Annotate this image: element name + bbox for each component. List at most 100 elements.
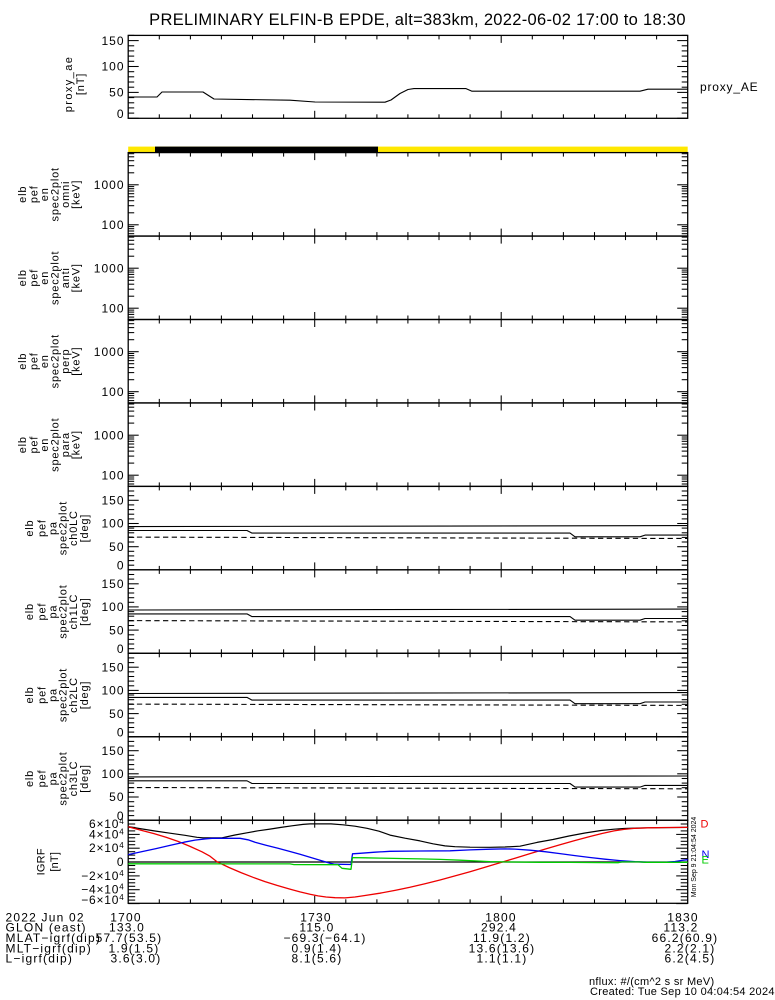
svg-text:100: 100 [101, 468, 124, 482]
svg-text:0: 0 [117, 809, 125, 823]
svg-text:−6×104: −6×104 [81, 893, 124, 907]
svg-text:0: 0 [117, 726, 125, 740]
svg-text:en: en [39, 438, 51, 452]
svg-text:ch2LC: ch2LC [68, 677, 80, 713]
svg-text:pef: pef [29, 185, 41, 203]
svg-text:100: 100 [101, 301, 124, 315]
svg-text:2.2(2.1): 2.2(2.1) [665, 941, 716, 955]
svg-text:−2×104: −2×104 [81, 869, 124, 883]
svg-text:elb: elb [17, 353, 29, 370]
svg-text:50: 50 [109, 540, 124, 554]
svg-text:1.1(1.1): 1.1(1.1) [477, 952, 528, 966]
svg-text:[deg]: [deg] [79, 681, 91, 709]
svg-text:E: E [702, 855, 709, 867]
svg-text:133.0: 133.0 [109, 921, 145, 935]
svg-text:150: 150 [101, 34, 124, 48]
svg-text:[keV]: [keV] [71, 263, 83, 292]
svg-text:[deg]: [deg] [79, 764, 91, 792]
svg-text:113.2: 113.2 [663, 921, 698, 935]
svg-text:−69.3(−64.1): −69.3(−64.1) [283, 931, 366, 945]
svg-text:0.9(1.4): 0.9(1.4) [292, 941, 343, 955]
svg-text:8.1(5.6): 8.1(5.6) [292, 952, 343, 966]
svg-text:spec2plot: spec2plot [50, 251, 62, 305]
svg-text:PRELIMINARY ELFIN-B EPDE, alt=: PRELIMINARY ELFIN-B EPDE, alt=383km, 202… [149, 11, 686, 29]
svg-text:nflux: #/(cm^2 s sr MeV): nflux: #/(cm^2 s sr MeV) [589, 976, 714, 988]
svg-text:50: 50 [109, 623, 124, 637]
svg-text:−4×104: −4×104 [81, 883, 124, 897]
svg-text:spec2plot: spec2plot [58, 584, 70, 638]
svg-text:1000: 1000 [94, 428, 125, 442]
svg-text:en: en [39, 187, 51, 201]
svg-text:ch3LC: ch3LC [68, 761, 80, 797]
svg-text:elb: elb [17, 186, 29, 203]
svg-text:pef: pef [37, 603, 49, 621]
svg-text:150: 150 [101, 494, 124, 508]
svg-text:[deg]: [deg] [79, 514, 91, 542]
svg-text:en: en [39, 271, 51, 285]
svg-text:150: 150 [101, 744, 124, 758]
svg-text:115.0: 115.0 [299, 921, 334, 935]
svg-text:L−igrf(dip): L−igrf(dip) [6, 952, 74, 966]
svg-text:66.2(60.9): 66.2(60.9) [652, 931, 719, 945]
svg-text:MLAT−igrf(dip): MLAT−igrf(dip) [6, 931, 102, 945]
svg-text:Mon Sep 9 21:04:54 2024: Mon Sep 9 21:04:54 2024 [691, 817, 698, 898]
svg-text:elb: elb [24, 686, 36, 703]
svg-text:13.6(13.6): 13.6(13.6) [469, 941, 536, 955]
svg-text:50: 50 [109, 790, 124, 804]
svg-text:2×104: 2×104 [89, 841, 124, 855]
svg-text:elb: elb [17, 269, 29, 286]
svg-text:100: 100 [101, 684, 124, 698]
svg-text:pef: pef [37, 519, 49, 537]
svg-text:N: N [702, 849, 710, 861]
svg-text:pa: pa [48, 521, 60, 535]
svg-text:Created: Tue Sep 10 04:04:54 2: Created: Tue Sep 10 04:04:54 2024 [590, 986, 775, 998]
svg-text:100: 100 [101, 767, 124, 781]
svg-text:pa: pa [48, 605, 60, 619]
svg-text:150: 150 [101, 660, 124, 674]
svg-text:292.4: 292.4 [481, 921, 517, 935]
svg-text:pef: pef [29, 269, 41, 287]
svg-text:1800: 1800 [485, 910, 517, 924]
svg-text:150: 150 [101, 577, 124, 591]
svg-text:0: 0 [117, 559, 125, 573]
svg-text:proxy_ae: proxy_ae [63, 56, 75, 112]
svg-text:1830: 1830 [667, 910, 699, 924]
svg-text:0: 0 [117, 855, 125, 869]
svg-text:IGRF: IGRF [36, 848, 48, 875]
svg-text:3.6(3.0): 3.6(3.0) [111, 952, 162, 966]
svg-text:pa: pa [48, 772, 60, 786]
svg-text:1000: 1000 [94, 261, 125, 275]
svg-text:50: 50 [109, 707, 124, 721]
svg-text:spec2plot: spec2plot [58, 668, 70, 722]
svg-text:MLT−igrf(dip): MLT−igrf(dip) [6, 941, 92, 955]
svg-text:spec2plot: spec2plot [50, 418, 62, 472]
svg-text:pa: pa [48, 688, 60, 702]
svg-text:spec2plot: spec2plot [50, 334, 62, 388]
svg-text:spec2plot: spec2plot [58, 751, 70, 805]
svg-text:perp: perp [60, 349, 72, 374]
svg-text:1.9(1.5): 1.9(1.5) [109, 941, 160, 955]
svg-text:100: 100 [101, 600, 124, 614]
svg-text:proxy_AE: proxy_AE [700, 80, 758, 94]
svg-text:en: en [39, 354, 51, 368]
svg-text:ch1LC: ch1LC [68, 594, 80, 630]
svg-text:pef: pef [29, 436, 41, 454]
svg-text:4×104: 4×104 [89, 827, 124, 841]
svg-text:57.7(53.5): 57.7(53.5) [96, 931, 163, 945]
svg-text:1000: 1000 [94, 345, 125, 359]
svg-text:100: 100 [101, 60, 124, 74]
svg-text:[nT]: [nT] [75, 73, 87, 95]
svg-text:6×104: 6×104 [89, 817, 124, 831]
svg-text:pef: pef [29, 352, 41, 370]
svg-text:pef: pef [37, 686, 49, 704]
svg-text:pef: pef [37, 770, 49, 788]
svg-text:omni: omni [60, 181, 72, 208]
svg-text:[keV]: [keV] [71, 347, 83, 376]
svg-text:GLON (east): GLON (east) [6, 921, 87, 935]
svg-text:ch0LC: ch0LC [68, 510, 80, 546]
svg-text:spec2plot: spec2plot [50, 167, 62, 221]
svg-text:elb: elb [24, 603, 36, 620]
svg-text:1000: 1000 [94, 178, 125, 192]
svg-text:0: 0 [117, 107, 125, 121]
svg-text:[deg]: [deg] [79, 597, 91, 625]
